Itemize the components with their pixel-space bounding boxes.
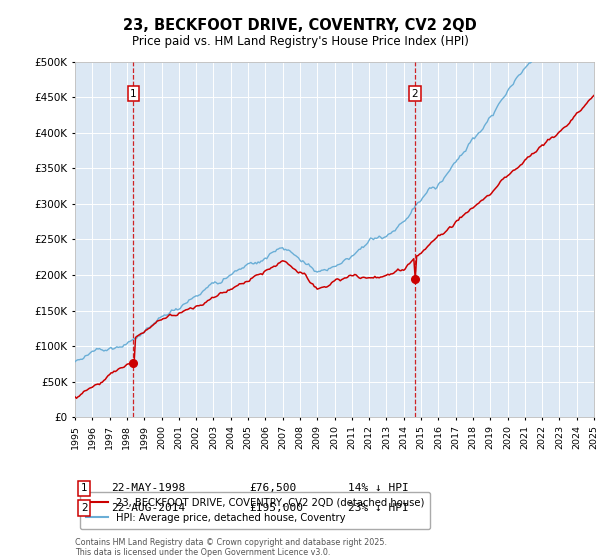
Text: 14% ↓ HPI: 14% ↓ HPI bbox=[348, 483, 409, 493]
Text: 23, BECKFOOT DRIVE, COVENTRY, CV2 2QD: 23, BECKFOOT DRIVE, COVENTRY, CV2 2QD bbox=[123, 18, 477, 33]
Text: 22-MAY-1998: 22-MAY-1998 bbox=[111, 483, 185, 493]
Text: 1: 1 bbox=[130, 88, 137, 99]
Text: 22-AUG-2014: 22-AUG-2014 bbox=[111, 503, 185, 513]
Text: 23% ↓ HPI: 23% ↓ HPI bbox=[348, 503, 409, 513]
Text: 2: 2 bbox=[411, 88, 418, 99]
Legend: 23, BECKFOOT DRIVE, COVENTRY, CV2 2QD (detached house), HPI: Average price, deta: 23, BECKFOOT DRIVE, COVENTRY, CV2 2QD (d… bbox=[80, 492, 430, 529]
Text: Price paid vs. HM Land Registry's House Price Index (HPI): Price paid vs. HM Land Registry's House … bbox=[131, 35, 469, 48]
Text: £195,000: £195,000 bbox=[249, 503, 303, 513]
Text: £76,500: £76,500 bbox=[249, 483, 296, 493]
Text: 1: 1 bbox=[81, 483, 88, 493]
Text: 2: 2 bbox=[81, 503, 88, 513]
Text: Contains HM Land Registry data © Crown copyright and database right 2025.
This d: Contains HM Land Registry data © Crown c… bbox=[75, 538, 387, 557]
